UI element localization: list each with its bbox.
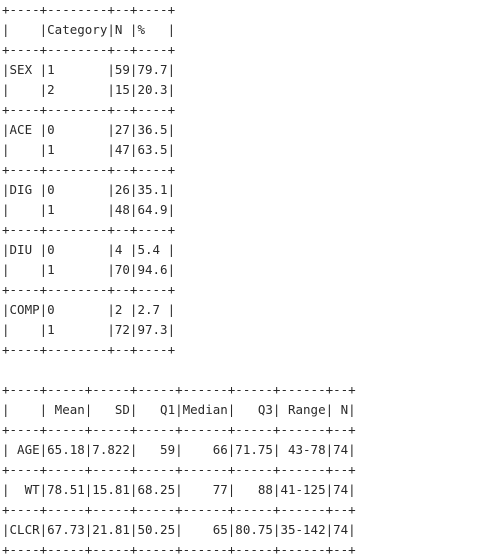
table2-row: | WT|78.51|15.81|68.25| 77| 88|41-125|74… <box>2 482 356 497</box>
table2-line: +----+-----+-----+-----+------+-----+---… <box>2 462 356 477</box>
table1-line: +----+--------+--+----+ <box>2 162 176 177</box>
table2-line: +----+-----+-----+-----+------+-----+---… <box>2 382 356 397</box>
table2-line: +----+-----+-----+-----+------+-----+---… <box>2 422 356 437</box>
table1-row: |SEX |1 |59|79.7| <box>2 62 176 77</box>
table1-header-row: | |Category|N |% | <box>2 22 176 37</box>
table1-line: +----+--------+--+----+ <box>2 282 176 297</box>
table2-line: +----+-----+-----+-----+------+-----+---… <box>2 502 356 517</box>
table1-line: +----+--------+--+----+ <box>2 222 176 237</box>
table1-row: | |2 |15|20.3| <box>2 82 176 97</box>
table1-line: +----+--------+--+----+ <box>2 42 176 57</box>
table1-row: | |1 |48|64.9| <box>2 202 176 217</box>
table1-row: | |1 |72|97.3| <box>2 322 176 337</box>
table2-row: |CLCR|67.73|21.81|50.25| 65|80.75|35-142… <box>2 522 356 537</box>
table1-line: +----+--------+--+----+ <box>2 102 176 117</box>
console-output: +----+--------+--+----+ | |Category|N |% … <box>2 0 356 560</box>
table1-row: |DIG |0 |26|35.1| <box>2 182 176 197</box>
table1-line: +----+--------+--+----+ <box>2 2 176 17</box>
table1-row: | |1 |47|63.5| <box>2 142 176 157</box>
table2-row: | AGE|65.18|7.822| 59| 66|71.75| 43-78|7… <box>2 442 356 457</box>
table2-line: +----+-----+-----+-----+------+-----+---… <box>2 542 356 557</box>
blank-line <box>2 360 356 380</box>
table1-line: +----+--------+--+----+ <box>2 342 176 357</box>
table2-header-row: | | Mean| SD| Q1|Median| Q3| Range| N| <box>2 402 356 417</box>
table1-row: |ACE |0 |27|36.5| <box>2 122 176 137</box>
table1-row: |DIU |0 |4 |5.4 | <box>2 242 176 257</box>
table1-row: |COMP|0 |2 |2.7 | <box>2 302 176 317</box>
table1-row: | |1 |70|94.6| <box>2 262 176 277</box>
